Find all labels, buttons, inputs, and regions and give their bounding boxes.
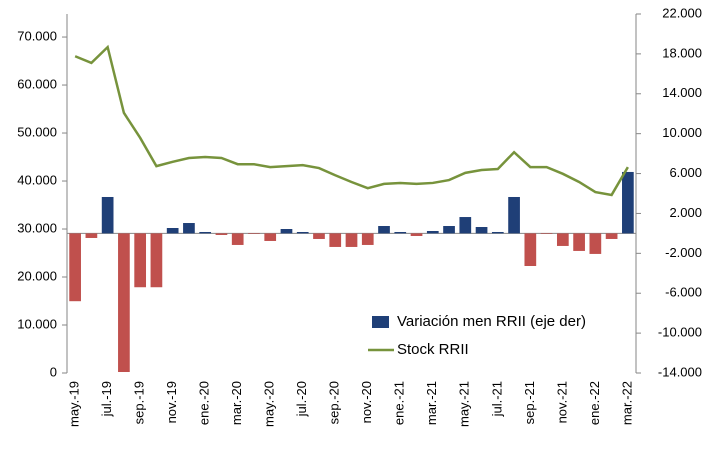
legend-label: Variación men RRII (eje der)	[397, 313, 586, 330]
bar	[573, 233, 585, 251]
y-tick-label: 0	[50, 364, 57, 379]
x-tick-label: ene.-20	[197, 381, 212, 425]
y2-tick-label: -2.000	[665, 245, 702, 260]
y-tick-label: 60.000	[17, 76, 57, 91]
bar	[622, 171, 634, 234]
x-tick-label: mar.-20	[229, 381, 244, 425]
x-tick-label: nov.-21	[554, 381, 569, 423]
bar	[378, 226, 390, 234]
y-tick-label: 10.000	[17, 316, 57, 331]
x-tick-label: sep.-21	[522, 381, 537, 424]
legend-label: Stock RRII	[397, 341, 469, 358]
bar	[215, 233, 228, 235]
bar	[491, 231, 504, 234]
y2-tick-label: -14.000	[658, 364, 702, 379]
bar	[134, 233, 147, 288]
bar	[426, 230, 439, 234]
bar	[69, 233, 81, 302]
x-tick-label: may.-19	[67, 381, 82, 427]
y2-tick-label: 18.000	[662, 45, 702, 60]
legend-swatch	[372, 316, 389, 328]
bar	[101, 196, 114, 234]
bar	[85, 233, 98, 238]
bar	[118, 233, 130, 373]
x-tick-label: nov.-19	[164, 381, 179, 423]
bar	[264, 233, 277, 241]
bar	[329, 233, 342, 247]
bar	[459, 217, 472, 234]
x-tick-label: may.-20	[262, 381, 277, 427]
y2-tick-label: 22.000	[662, 5, 702, 20]
bar	[605, 233, 618, 239]
bar	[361, 233, 374, 245]
x-tick-label: nov.-20	[359, 381, 374, 423]
x-tick-label: jul.-19	[99, 381, 114, 417]
bar	[443, 226, 455, 234]
y2-tick-label: 6.000	[669, 165, 702, 180]
x-tick-label: ene.-21	[392, 381, 407, 425]
x-tick-label: mar.-21	[424, 381, 439, 425]
bar	[296, 231, 309, 234]
bar	[556, 233, 569, 246]
x-tick-label: ene.-22	[587, 381, 602, 425]
x-tick-label: jul.-21	[489, 381, 504, 417]
y-tick-label: 20.000	[17, 268, 57, 283]
y-tick-label: 30.000	[17, 220, 57, 235]
bar	[248, 233, 260, 234]
bar	[345, 233, 358, 247]
y2-tick-label: -6.000	[665, 285, 702, 300]
bar	[524, 233, 537, 266]
bar	[313, 233, 325, 239]
x-tick-label: sep.-20	[327, 381, 342, 424]
bar	[410, 233, 423, 236]
x-tick-label: may.-21	[457, 381, 472, 427]
bar	[231, 233, 244, 245]
bar	[394, 231, 407, 234]
line	[74, 44, 629, 197]
y2-tick-label: 10.000	[662, 125, 702, 140]
bar	[280, 229, 293, 234]
y2-tick-label: -10.000	[658, 325, 702, 340]
y2-tick-label: 2.000	[669, 205, 702, 220]
bar	[475, 227, 488, 234]
bar	[150, 233, 163, 288]
bar	[166, 228, 179, 234]
bar	[540, 233, 553, 234]
x-tick-label: mar.-22	[619, 381, 634, 425]
y-tick-label: 70.000	[17, 28, 57, 43]
bar	[199, 231, 212, 234]
y-tick-label: 40.000	[17, 172, 57, 187]
x-tick-label: jul.-20	[294, 381, 309, 417]
y-tick-label: 50.000	[17, 124, 57, 139]
x-tick-label: sep.-19	[132, 381, 147, 424]
y2-tick-label: 14.000	[662, 85, 702, 100]
bar	[508, 196, 520, 234]
bar	[183, 223, 195, 234]
bar	[589, 233, 602, 254]
